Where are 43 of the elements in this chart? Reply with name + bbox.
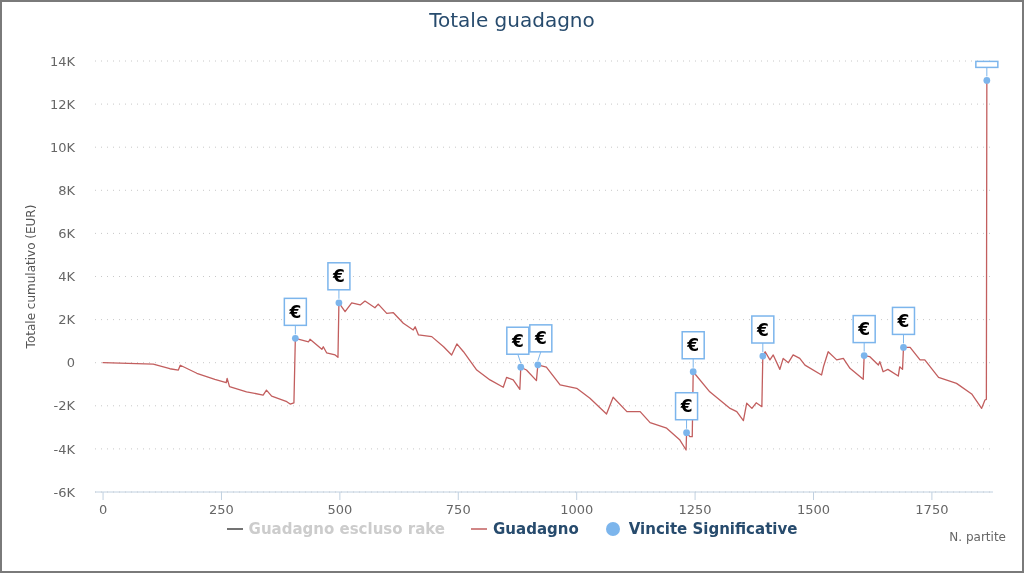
point — [683, 429, 690, 437]
point — [335, 299, 343, 307]
legend-label: Vincite Significative — [628, 520, 798, 538]
data-label: € — [288, 301, 302, 322]
y-tick-label: 4K — [58, 269, 76, 285]
legend-label: Guadagno — [493, 520, 579, 538]
y-axis-title: Totale cumulativo (EUR) — [24, 204, 39, 350]
data-label: € — [686, 335, 700, 356]
x-tick-label: 0 — [98, 502, 108, 518]
y-tick-label: 6K — [58, 226, 76, 242]
x-tick-label: 250 — [209, 502, 234, 518]
point — [517, 363, 525, 371]
data-label: € — [755, 319, 769, 340]
point — [759, 352, 767, 360]
point — [860, 352, 868, 359]
y-tick-label: -2K — [53, 398, 76, 414]
y-tick-label: -6K — [53, 484, 76, 500]
x-tick-label: 750 — [445, 502, 471, 518]
chart-title: Totale guadagno — [428, 8, 596, 32]
y-tick-label: 0 — [66, 355, 75, 371]
data-label: € — [679, 396, 693, 417]
x-tick-label: 1500 — [796, 502, 831, 518]
data-label: € — [332, 266, 345, 287]
point — [534, 361, 542, 369]
x-tick-label: 1250 — [678, 502, 712, 518]
y-tick-label: 10K — [49, 139, 76, 155]
data-label: € — [896, 310, 910, 331]
data-label: € — [533, 328, 547, 349]
y-tick-label: 8K — [58, 182, 76, 198]
y-tick-label: 2K — [58, 312, 76, 328]
y-tick-label: -4K — [53, 441, 76, 457]
y-tick-label: 12K — [49, 96, 76, 112]
data-label: € — [510, 330, 524, 351]
x-tick-label: 500 — [327, 502, 353, 518]
x-tick-label: 1750 — [915, 502, 949, 518]
point — [291, 334, 299, 342]
point — [983, 77, 991, 84]
point — [689, 368, 697, 376]
data-label: € — [857, 319, 871, 340]
point — [900, 344, 907, 351]
x-axis-title: N. partite — [949, 530, 1006, 544]
x-tick-label: 1000 — [560, 502, 594, 518]
y-tick-label: 14K — [49, 53, 76, 69]
